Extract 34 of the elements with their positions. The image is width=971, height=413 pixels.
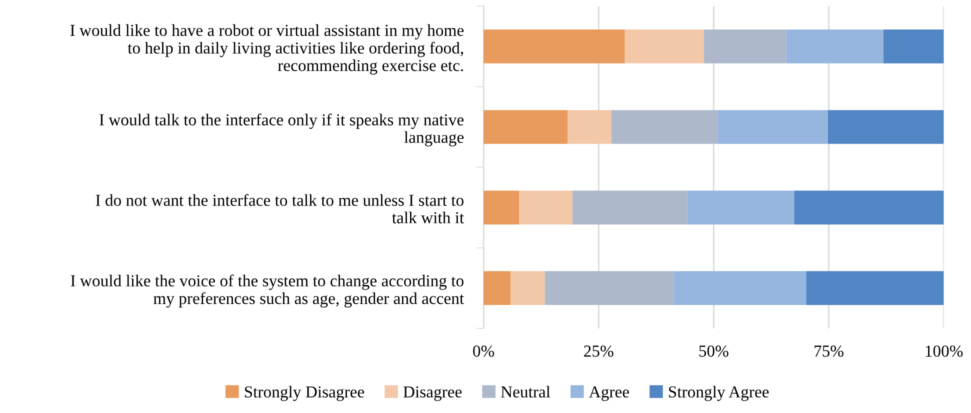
bar	[674, 271, 806, 305]
x-tick-label: 25%	[584, 345, 614, 357]
bar	[572, 190, 688, 224]
bar	[717, 110, 828, 144]
bar	[484, 110, 568, 144]
bar	[544, 271, 674, 305]
legend-label: Agree	[588, 386, 629, 401]
x-tick-label: 0%	[473, 345, 494, 357]
y-tick-label: I would like the voice of the system to change according to my preferences such as age, gender and accent	[70, 274, 464, 308]
y-tick-label: I do not want the interface to talk to me unless I start to talk with it	[96, 194, 464, 224]
bar	[484, 30, 625, 64]
bar	[519, 190, 572, 224]
bar	[484, 190, 519, 224]
bar	[884, 30, 944, 64]
y-tick-label: I would like to have a robot or virtual assistant in my home to help in daily living activities like ordering food, recommending exercise etc.	[70, 24, 464, 75]
legend-label: Neutral	[500, 386, 550, 398]
bar	[794, 190, 944, 224]
y-tick-label: I would talk to the interface only if it speaks my native language	[100, 114, 464, 146]
bar	[786, 30, 884, 64]
bar	[484, 271, 511, 305]
bar	[612, 110, 718, 144]
bar	[704, 30, 786, 64]
bar	[510, 271, 545, 305]
legend-label: Strongly Agree	[668, 386, 769, 401]
x-tick-label: 50%	[699, 345, 728, 357]
x-tick-label: 100%	[926, 345, 963, 357]
bar	[624, 30, 704, 64]
bar	[568, 110, 612, 144]
bar	[688, 190, 794, 224]
bar	[828, 110, 944, 144]
bar	[806, 271, 944, 305]
legend-label: Disagree	[403, 386, 462, 401]
legend-label: Strongly Disagree	[244, 386, 364, 401]
x-tick-label: 75%	[814, 345, 844, 357]
